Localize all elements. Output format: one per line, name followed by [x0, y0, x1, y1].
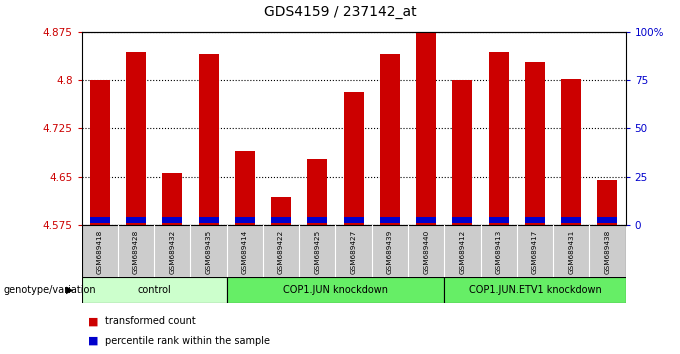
- Bar: [416, 32, 436, 225]
- Text: control: control: [137, 285, 171, 295]
- FancyBboxPatch shape: [226, 277, 444, 303]
- Bar: [343, 217, 364, 223]
- Text: GSM689413: GSM689413: [496, 230, 502, 274]
- Bar: [199, 55, 218, 225]
- Text: GSM689414: GSM689414: [242, 230, 248, 274]
- Bar: [163, 173, 182, 225]
- Bar: [271, 197, 291, 225]
- Bar: [561, 79, 581, 225]
- Text: GSM689432: GSM689432: [169, 230, 175, 274]
- FancyBboxPatch shape: [82, 277, 226, 303]
- Bar: [307, 159, 327, 225]
- Text: GSM689438: GSM689438: [605, 230, 611, 274]
- Bar: [126, 217, 146, 223]
- Bar: [90, 80, 109, 225]
- Bar: [598, 217, 617, 223]
- Bar: [489, 217, 509, 223]
- Bar: [235, 151, 255, 225]
- Text: GSM689435: GSM689435: [205, 230, 211, 274]
- Bar: [163, 217, 182, 223]
- Text: GSM689418: GSM689418: [97, 230, 103, 274]
- Text: GSM689428: GSM689428: [133, 230, 139, 274]
- Bar: [90, 217, 109, 223]
- Bar: [307, 217, 327, 223]
- Text: ▶: ▶: [66, 285, 73, 295]
- Text: GSM689440: GSM689440: [423, 230, 429, 274]
- Bar: [416, 217, 436, 223]
- Bar: [525, 62, 545, 225]
- Text: GSM689412: GSM689412: [460, 230, 465, 274]
- Text: ■: ■: [88, 336, 99, 346]
- Text: GSM689431: GSM689431: [568, 230, 574, 274]
- Text: GSM689417: GSM689417: [532, 230, 538, 274]
- Bar: [380, 217, 400, 223]
- FancyBboxPatch shape: [82, 225, 626, 278]
- Text: genotype/variation: genotype/variation: [3, 285, 96, 295]
- Bar: [452, 80, 473, 225]
- Text: GSM689427: GSM689427: [351, 230, 356, 274]
- Bar: [343, 92, 364, 225]
- Text: GSM689422: GSM689422: [278, 230, 284, 274]
- Text: GDS4159 / 237142_at: GDS4159 / 237142_at: [264, 5, 416, 19]
- Text: GSM689425: GSM689425: [314, 230, 320, 274]
- Text: COP1.JUN.ETV1 knockdown: COP1.JUN.ETV1 knockdown: [469, 285, 601, 295]
- Text: percentile rank within the sample: percentile rank within the sample: [105, 336, 271, 346]
- FancyBboxPatch shape: [444, 277, 626, 303]
- Bar: [489, 52, 509, 225]
- Bar: [126, 52, 146, 225]
- Text: transformed count: transformed count: [105, 316, 196, 326]
- Text: ■: ■: [88, 316, 99, 326]
- Bar: [380, 55, 400, 225]
- Bar: [271, 217, 291, 223]
- Bar: [235, 217, 255, 223]
- Bar: [199, 217, 218, 223]
- Bar: [525, 217, 545, 223]
- Text: GSM689439: GSM689439: [387, 230, 393, 274]
- Bar: [561, 217, 581, 223]
- Text: COP1.JUN knockdown: COP1.JUN knockdown: [283, 285, 388, 295]
- Bar: [452, 217, 473, 223]
- Bar: [598, 180, 617, 225]
